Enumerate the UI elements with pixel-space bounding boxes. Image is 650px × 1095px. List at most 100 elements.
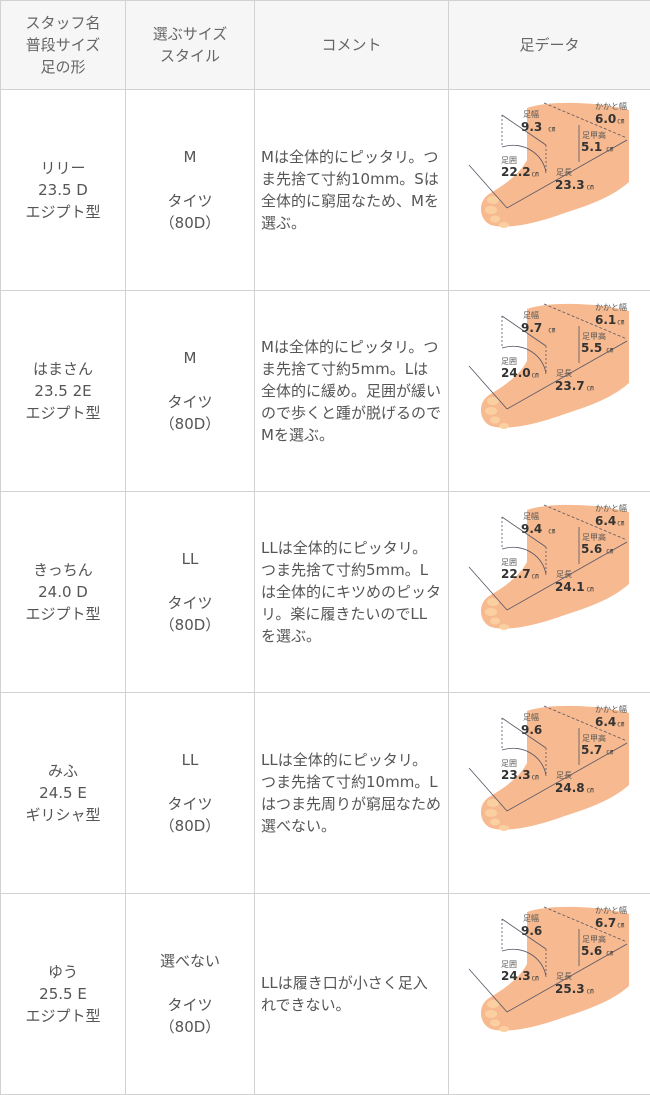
size-cell: LL タイツ （80D） (125, 692, 255, 894)
foot-text: ㎝ (587, 987, 594, 995)
heel-value: 6.1㎝ (595, 313, 624, 327)
style: タイツ (167, 393, 213, 411)
header-line: 選ぶサイズ (152, 25, 228, 43)
heel-label: かかと幅 (595, 101, 627, 111)
style: タイツ (167, 192, 213, 210)
foot-illustration (480, 705, 629, 830)
comment-cell: LLは全体的にピッタリ。つま先捨て寸約5mm。Lは全体的にキツめのピッタリ。楽に… (254, 491, 449, 693)
foot-text: ㎝ (548, 527, 555, 535)
width-label: 足幅 (523, 511, 539, 521)
chosen-size: 選べない (159, 952, 220, 970)
staff-name: きっちん (33, 561, 93, 579)
size-cell: M タイツ （80D） (125, 290, 255, 492)
foot-data-cell: 足幅 9.6 かかと幅 6.7㎝ 足甲高 5.6 ㎝ 足囲 24.3㎝ 足長 25… (448, 893, 650, 1095)
width-value: 9.6 (521, 924, 542, 938)
foot-diagram: 足幅 9.3 ㎝ かかと幅 6.0㎝ 足甲高 5.1 ㎝ 足囲 22.2㎝ 足長 2… (468, 101, 629, 228)
foot-text: ㎝ (617, 117, 624, 125)
toes (485, 397, 509, 429)
heel-value: 6.7㎝ (595, 916, 624, 930)
table-row: きっちん 24.0 D エジプト型 LL タイツ （80D） LLは全体的にピッ… (0, 491, 650, 693)
foot-text: ㎝ (606, 346, 613, 354)
length-label: 足長 (556, 771, 572, 780)
staff-name: みふ (47, 762, 78, 780)
foot-data-cell: 足幅 9.3 ㎝ かかと幅 6.0㎝ 足甲高 5.1 ㎝ 足囲 22.2㎝ 足長 2… (448, 89, 650, 291)
denier: （80D） (159, 1018, 221, 1036)
instep-value: 5.7 ㎝ (581, 743, 613, 757)
comment-cell: LLは全体的にピッタリ。つま先捨て寸約10mm。Lはつま先周りが窮屈なため選べな… (254, 692, 449, 894)
usual-size: 23.5 D (38, 181, 88, 199)
instep-label: 足甲高 (582, 733, 606, 743)
foot-text: 23.3 (555, 178, 585, 192)
heel-label: かかと幅 (595, 503, 627, 513)
size-cell: 選べない タイツ （80D） (125, 893, 255, 1095)
girth-value: 24.0㎝ (501, 366, 539, 380)
header-line: スタイル (159, 47, 220, 65)
header-foot-data: 足データ (448, 0, 650, 90)
length-label: 足長 (556, 972, 572, 981)
foot-text: ㎝ (617, 720, 624, 728)
length-value: 24.1 ㎝ (555, 580, 594, 594)
foot-text: 6.4 (595, 514, 616, 528)
header-line: 普段サイズ (25, 36, 101, 54)
instep-label: 足甲高 (582, 532, 606, 542)
measure-lines (468, 102, 628, 209)
usual-size: 24.0 D (38, 583, 88, 601)
foot-text: 5.6 (581, 542, 602, 556)
foot-text: 5.5 (581, 341, 602, 355)
foot-text: ㎝ (532, 572, 539, 580)
instep-value: 5.5 ㎝ (581, 341, 613, 355)
foot-text: 6.4 (595, 715, 616, 729)
foot-shape: エジプト型 (25, 404, 101, 422)
style: タイツ (167, 594, 213, 612)
heel-value: 6.4㎝ (595, 715, 624, 729)
foot-text: 9.4 (521, 522, 542, 536)
foot-text: 5.7 (581, 743, 602, 757)
girth-value: 22.2㎝ (501, 165, 539, 179)
width-value: 9.3 ㎝ (521, 120, 555, 134)
length-label: 足長 (556, 168, 572, 177)
heel-value: 6.0㎝ (595, 112, 624, 126)
comment-cell: LLは履き口が小さく足入れできない。 (254, 893, 449, 1095)
heel-label: かかと幅 (595, 905, 627, 915)
staff-name: リリー (40, 159, 86, 177)
foot-text: ㎝ (532, 773, 539, 781)
width-value: 9.6 (521, 723, 542, 737)
toes (485, 196, 509, 228)
foot-text: 5.6 (581, 944, 602, 958)
instep-label: 足甲高 (582, 934, 606, 944)
size-cell: M タイツ （80D） (125, 89, 255, 291)
staff-cell: みふ 24.5 E ギリシャ型 (0, 692, 126, 894)
foot-text: ㎝ (617, 921, 624, 929)
table-row: リリー 23.5 D エジプト型 M タイツ （80D） Mは全体的にピッタリ。… (0, 89, 650, 291)
measure-lines (468, 504, 628, 611)
instep-value: 5.1 ㎝ (581, 140, 613, 154)
usual-size: 23.5 2E (34, 382, 92, 400)
foot-text: 9.6 (521, 924, 542, 938)
foot-text: 5.1 (581, 140, 602, 154)
foot-shape: エジプト型 (25, 203, 101, 221)
width-label: 足幅 (523, 109, 539, 119)
foot-diagram: 足幅 9.6 かかと幅 6.4㎝ 足甲高 5.7 ㎝ 足囲 23.3㎝ 足長 24… (468, 704, 629, 831)
style: タイツ (167, 795, 213, 813)
table-row: ゆう 25.5 E エジプト型 選べない タイツ （80D） LLは履き口が小さ… (0, 893, 650, 1095)
foot-text: 6.1 (595, 313, 616, 327)
length-value: 24.8 ㎝ (555, 781, 594, 795)
measure-lines (468, 303, 628, 410)
foot-text: 23.7 (555, 379, 585, 393)
foot-text: ㎝ (587, 384, 594, 392)
foot-text: 24.1 (555, 580, 585, 594)
width-value: 9.7 ㎝ (521, 321, 555, 335)
table-row: はまさん 23.5 2E エジプト型 M タイツ （80D） Mは全体的にピッタ… (0, 290, 650, 492)
usual-size: 25.5 E (39, 985, 87, 1003)
table-row: みふ 24.5 E ギリシャ型 LL タイツ （80D） LLは全体的にピッタリ… (0, 692, 650, 894)
girth-value: 22.7㎝ (501, 567, 539, 581)
foot-text: ㎝ (532, 170, 539, 178)
staff-cell: きっちん 24.0 D エジプト型 (0, 491, 126, 693)
foot-text: 22.7 (501, 567, 531, 581)
foot-shape: エジプト型 (25, 1007, 101, 1025)
denier: （80D） (159, 415, 221, 433)
header-line: 足の形 (40, 58, 86, 76)
comment-cell: Mは全体的にピッタリ。つま先捨て寸約10mm。Sは全体的に窮屈なため、Mを選ぶ。 (254, 89, 449, 291)
foot-data-cell: 足幅 9.4 ㎝ かかと幅 6.4㎝ 足甲高 5.6 ㎝ 足囲 22.7㎝ 足長 2… (448, 491, 650, 693)
header-comment: コメント (254, 0, 449, 90)
